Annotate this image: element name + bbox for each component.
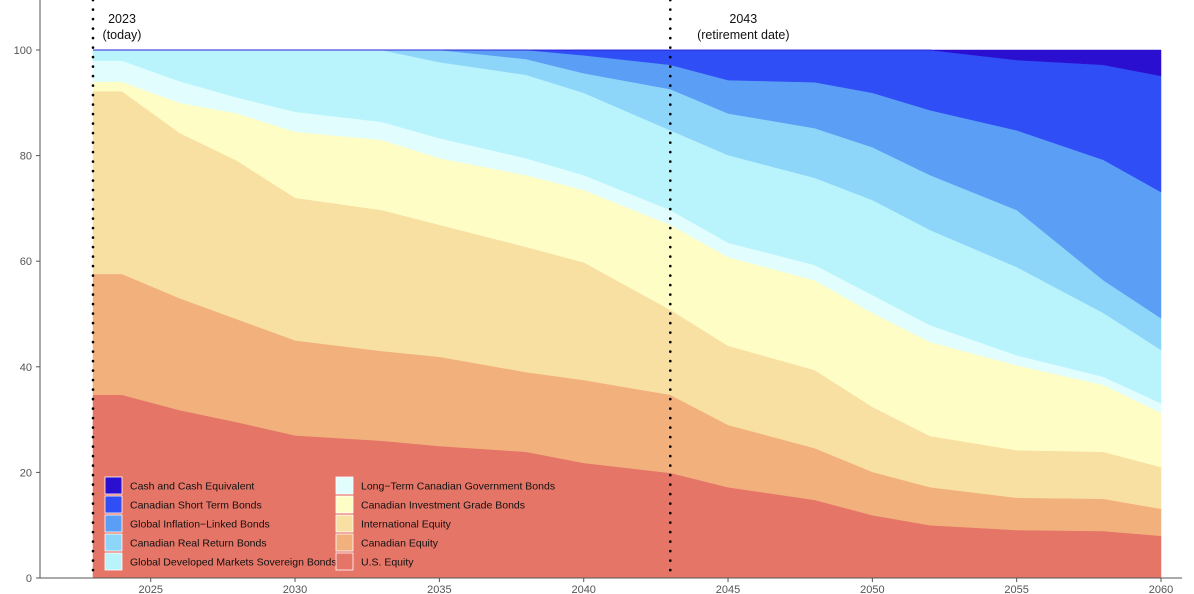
- legend-label: Global Developed Markets Sovereign Bonds: [130, 557, 337, 569]
- legend: Cash and Cash Equivalent Canadian Short T…: [104, 476, 555, 571]
- y-tick-label: 100: [14, 45, 32, 57]
- legend-label: Canadian Equity: [361, 538, 439, 550]
- legend-swatch-canadian-real-return-bonds: [104, 533, 123, 552]
- legend-label: U.S. Equity: [361, 557, 414, 569]
- legend-label: Cash and Cash Equivalent: [130, 481, 254, 493]
- y-tick-label: 0: [26, 573, 32, 585]
- legend-label: Global Inflation−Linked Bonds: [130, 519, 270, 531]
- x-tick-label: 2040: [571, 584, 595, 594]
- annotation-year: 2023: [108, 12, 136, 26]
- legend-label: Canadian Real Return Bonds: [130, 538, 267, 550]
- x-tick-label: 2045: [716, 584, 740, 594]
- legend-swatch-u-s-equity: [335, 552, 354, 571]
- x-tick-label: 2030: [283, 584, 307, 594]
- x-tick-label: 2060: [1149, 584, 1173, 594]
- x-tick-label: 2050: [860, 584, 884, 594]
- annotation-label: (retirement date): [697, 28, 789, 42]
- legend-swatch-canadian-equity: [335, 533, 354, 552]
- y-tick-label: 20: [20, 467, 32, 479]
- legend-label: Canadian Investment Grade Bonds: [361, 500, 525, 512]
- legend-swatch-global-developed-markets-sovereign-bonds: [104, 552, 123, 571]
- y-tick-label: 60: [20, 256, 32, 268]
- legend-label: Canadian Short Term Bonds: [130, 500, 262, 512]
- legend-swatch-canadian-short-term-bonds: [104, 495, 123, 514]
- legend-swatch-international-equity: [335, 514, 354, 533]
- legend-label: International Equity: [361, 519, 452, 531]
- legend-label: Long−Term Canadian Government Bonds: [361, 481, 555, 493]
- x-tick-label: 2025: [138, 584, 162, 594]
- x-tick-label: 2035: [427, 584, 451, 594]
- area-cash-and-cash-equivalent: [93, 49, 1162, 77]
- x-tick-label: 2055: [1004, 584, 1028, 594]
- annotation-label: (today): [103, 28, 142, 42]
- legend-swatch-long-term-canadian-government-bonds: [335, 476, 354, 495]
- annotations: 2023 (today) 2043 (retirement date): [91, 0, 790, 580]
- legend-swatch-canadian-investment-grade-bonds: [335, 495, 354, 514]
- area-layers: [92, 49, 1162, 579]
- legend-swatch-cash-and-cash-equivalent: [104, 476, 123, 495]
- annotation-year: 2043: [729, 12, 757, 26]
- y-tick-label: 80: [20, 151, 32, 163]
- y-tick-label: 40: [20, 362, 32, 374]
- legend-swatch-global-inflation-linked-bonds: [104, 514, 123, 533]
